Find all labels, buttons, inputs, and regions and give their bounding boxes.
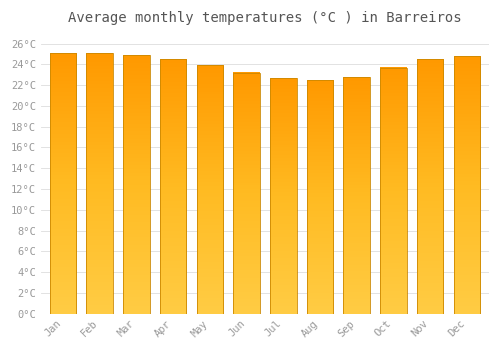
Bar [160,59,186,314]
Bar [270,78,296,314]
Bar [123,55,150,314]
Bar [380,68,406,314]
Bar [454,56,480,314]
Title: Average monthly temperatures (°C ) in Barreiros: Average monthly temperatures (°C ) in Ba… [68,11,462,25]
Bar [417,59,444,314]
Bar [86,53,113,314]
Bar [344,77,370,314]
Bar [50,53,76,314]
Bar [234,73,260,314]
Bar [196,65,223,314]
Bar [307,80,333,314]
